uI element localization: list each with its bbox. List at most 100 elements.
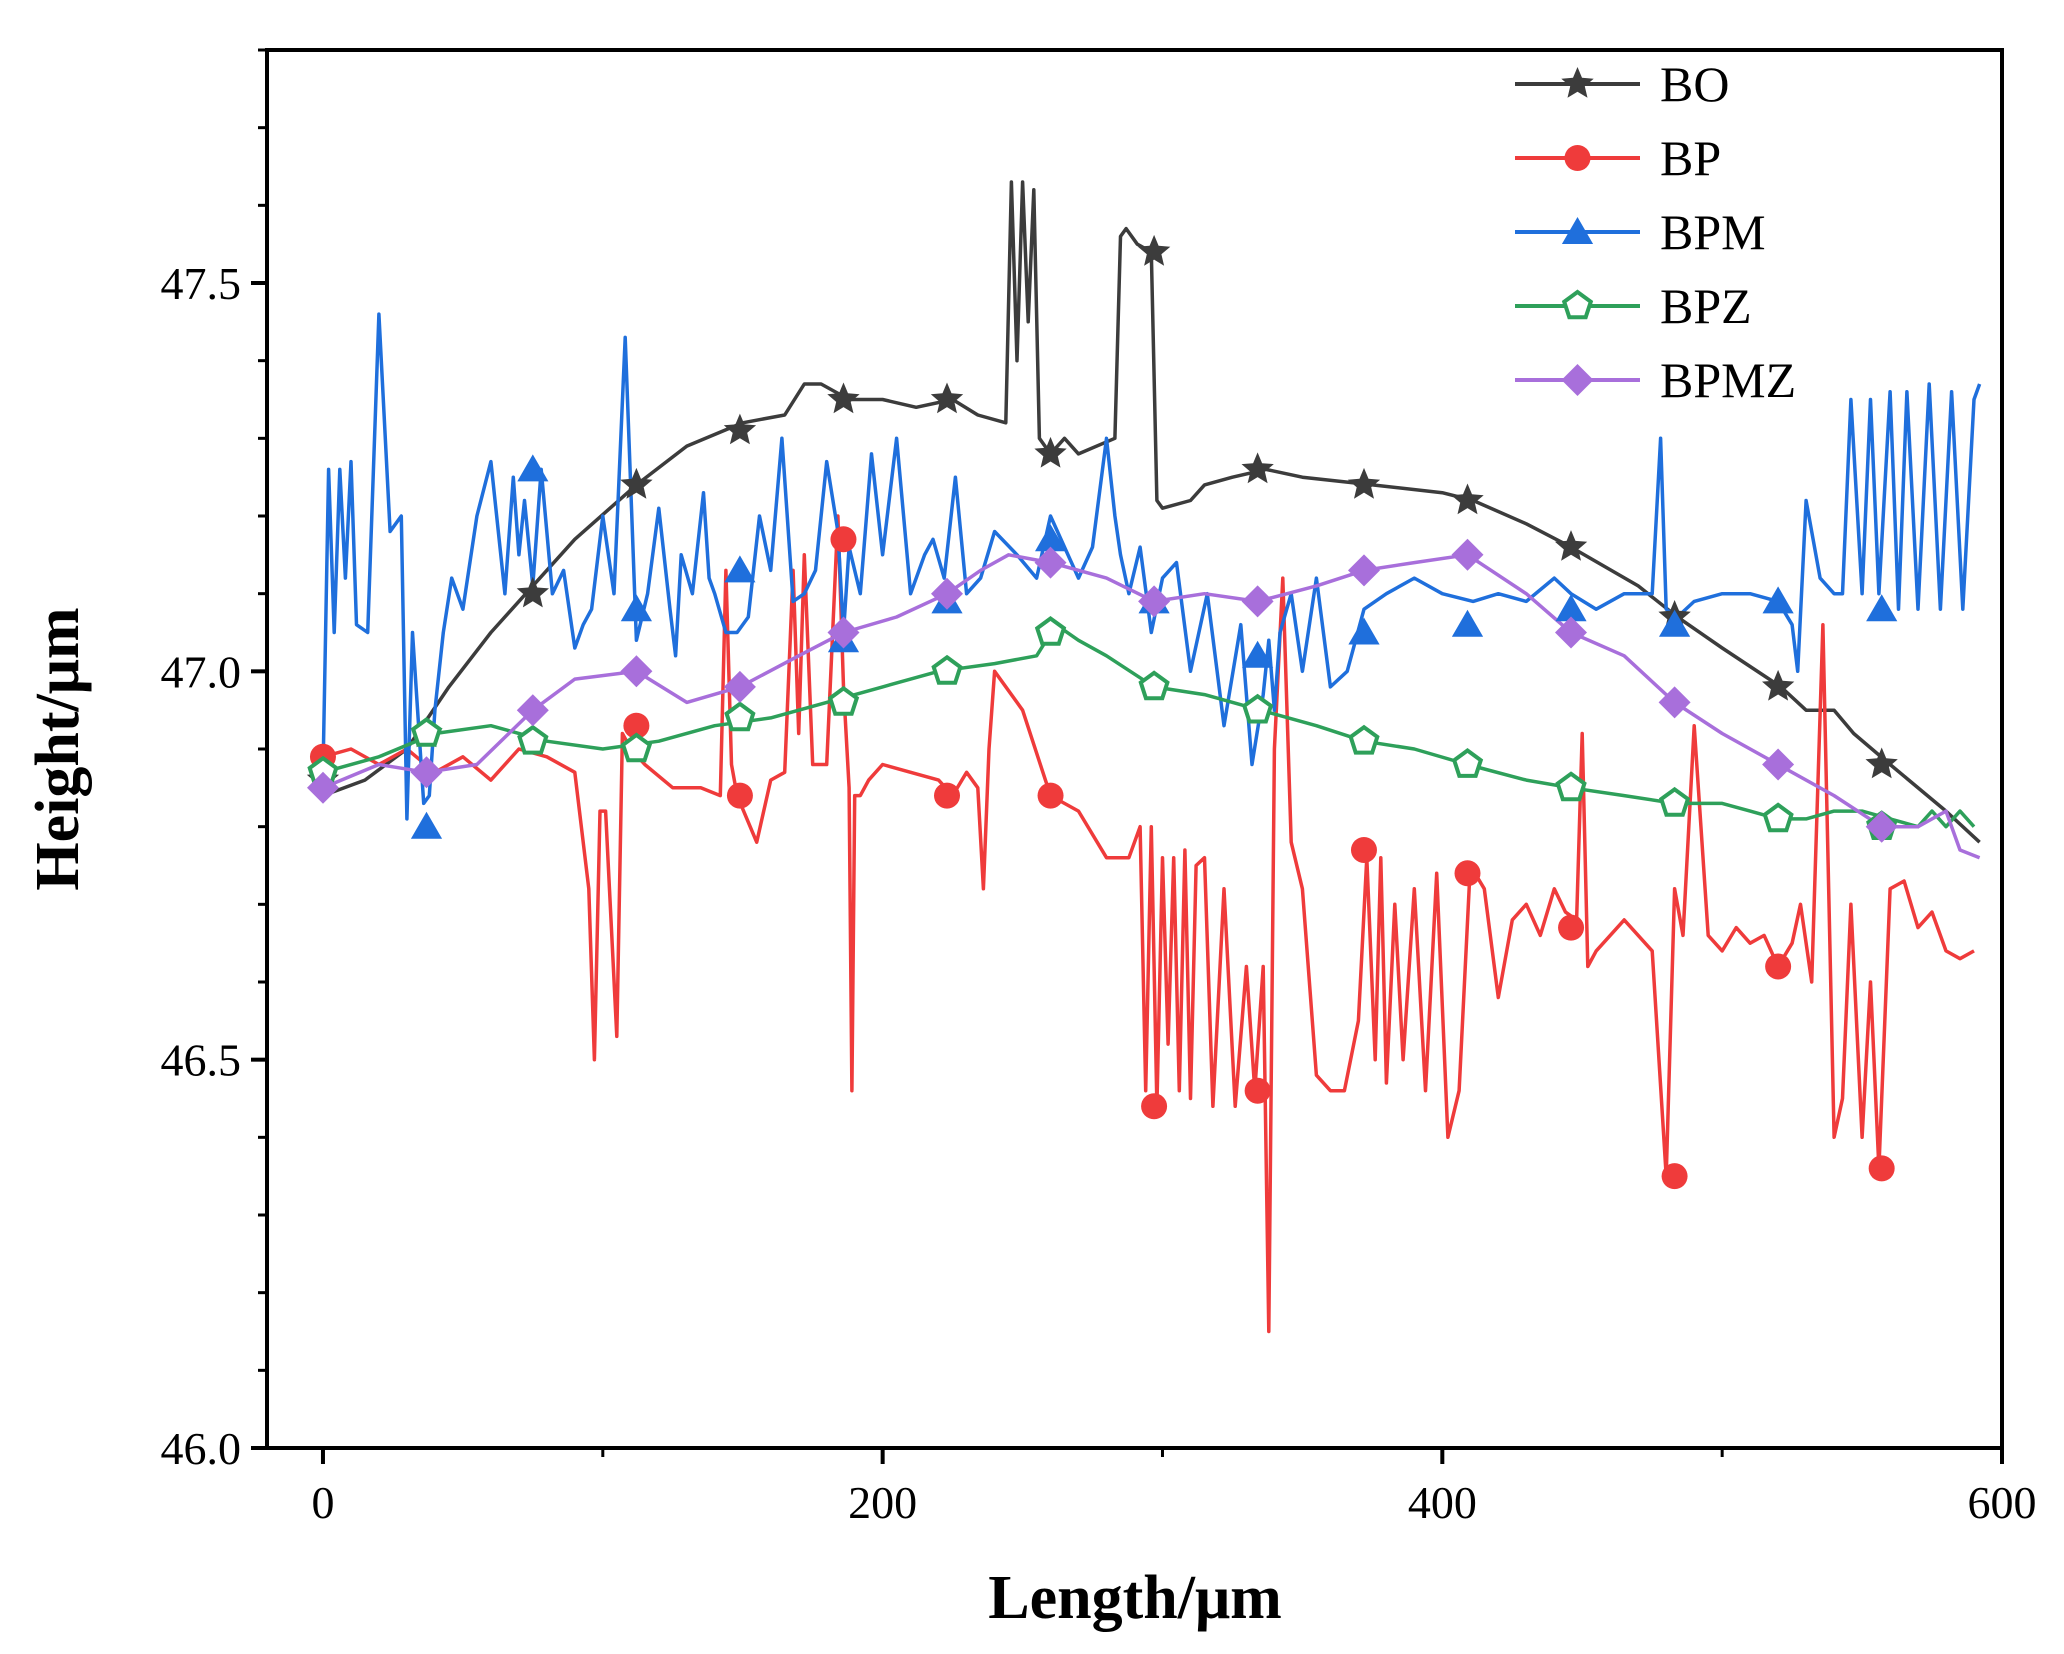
data-point-bpmz <box>723 670 756 703</box>
data-point-bpm <box>724 555 756 583</box>
data-point-bp <box>1558 914 1585 941</box>
series-line-bpm <box>321 312 1982 821</box>
data-point-bo <box>1865 747 1898 779</box>
legend-marker-bpm <box>1561 217 1594 244</box>
x-axis-title: Length/μm <box>988 1564 1282 1632</box>
data-point-bpmz <box>1348 554 1380 587</box>
data-point-bp <box>1141 1093 1168 1120</box>
legend-item-bp: BP <box>1515 130 1721 186</box>
data-point-bpm <box>620 594 652 622</box>
x-tick-label: 400 <box>1408 1477 1477 1528</box>
data-point-bo <box>516 576 549 608</box>
data-point-bo <box>1241 452 1274 484</box>
x-tick-label: 0 <box>311 1477 334 1528</box>
data-point-bpz <box>1555 771 1587 802</box>
legend-label-bpm: BPM <box>1660 204 1766 260</box>
data-point-bpmz <box>1865 810 1898 843</box>
data-point-bpz <box>724 701 756 732</box>
data-point-bpmz <box>1138 585 1171 618</box>
data-point-bpm <box>1242 640 1274 668</box>
legend-item-bpm: BPM <box>1515 204 1766 260</box>
legend-item-bpmz: BPMZ <box>1515 352 1796 408</box>
data-point-bo <box>1137 234 1171 266</box>
data-point-bpmz <box>1555 616 1587 649</box>
data-point-bpm <box>1348 617 1380 645</box>
data-point-bp <box>623 712 650 739</box>
legend-marker-bpmz <box>1561 364 1594 396</box>
data-point-bpmz <box>307 771 339 804</box>
data-point-bp <box>1350 836 1377 863</box>
y-axis-title: Height/μm <box>24 607 92 890</box>
data-point-bp <box>1661 1163 1688 1190</box>
data-point-bpm <box>1659 609 1691 637</box>
data-point-bpm <box>410 811 443 839</box>
data-point-bpmz <box>516 694 549 727</box>
data-point-bp <box>934 782 961 809</box>
data-point-bpz <box>1658 786 1691 817</box>
legend: BO BP BPM BPZ BPMZ <box>1515 56 1796 408</box>
data-point-bpmz <box>1451 538 1484 571</box>
data-point-bo <box>930 382 964 414</box>
data-point-bo <box>827 382 860 414</box>
data-point-bo <box>723 413 757 445</box>
data-point-bpz <box>410 717 443 747</box>
data-point-bpz <box>827 685 860 716</box>
data-point-bpmz <box>1762 748 1795 781</box>
data-point-bo <box>1034 436 1067 468</box>
data-point-bpm <box>1555 594 1587 622</box>
data-point-bp <box>726 782 753 809</box>
legend-label-bp: BP <box>1660 130 1721 186</box>
x-tick-label: 200 <box>848 1477 917 1528</box>
data-point-bpz <box>1034 616 1067 646</box>
legend-marker-bp <box>1564 145 1591 171</box>
series-line-bpz <box>322 622 1976 829</box>
data-point-bpz <box>620 732 653 763</box>
data-point-bp <box>1454 860 1481 887</box>
data-point-bpz <box>1348 724 1380 755</box>
legend-item-bpz: BPZ <box>1515 278 1752 334</box>
legend-marker-bo <box>1561 67 1594 98</box>
data-point-bpmz <box>1658 686 1691 719</box>
data-point-bpmz <box>931 577 963 610</box>
legend-label-bpz: BPZ <box>1660 278 1752 334</box>
data-point-bpm <box>1035 524 1067 552</box>
data-point-bpmz <box>827 616 860 649</box>
data-point-bo <box>1451 483 1484 515</box>
y-tick-label: 47.0 <box>161 646 242 697</box>
data-point-bp <box>830 526 857 553</box>
data-point-bpmz <box>1034 546 1067 579</box>
data-point-bpmz <box>1241 585 1274 618</box>
data-point-bpmz <box>620 655 653 688</box>
data-point-bpz <box>517 724 549 755</box>
data-point-bpz <box>1241 693 1274 724</box>
y-tick-label: 46.5 <box>161 1035 242 1086</box>
data-point-bp <box>1868 1155 1895 1182</box>
data-point-bpz <box>1762 802 1794 833</box>
x-tick-label: 600 <box>1968 1477 2037 1528</box>
data-point-bp <box>1244 1077 1271 1104</box>
data-point-bpz <box>931 654 963 685</box>
data-point-bo <box>1347 467 1381 499</box>
series-line-bp <box>322 514 1975 1334</box>
data-point-bo <box>1554 530 1588 561</box>
data-point-bp <box>1037 782 1064 809</box>
y-tick-label: 46.0 <box>161 1423 242 1474</box>
data-point-bpz <box>1138 670 1170 701</box>
data-point-bpmz <box>410 756 443 789</box>
data-point-bpm <box>1866 594 1898 622</box>
data-point-bpz <box>1451 748 1484 778</box>
data-point-bpm <box>517 454 549 482</box>
data-point-bo <box>620 467 653 499</box>
marker-layer <box>306 234 1898 1190</box>
data-point-bpm <box>1762 586 1794 614</box>
axes: 0 200 400 600 46.0 46.5 47.0 47.5 <box>161 48 2037 1528</box>
data-point-bo <box>1762 669 1795 701</box>
data-point-bpm <box>1451 609 1484 637</box>
data-point-bp <box>1765 953 1792 980</box>
legend-label-bpmz: BPMZ <box>1660 352 1796 408</box>
legend-label-bo: BO <box>1660 56 1729 112</box>
y-tick-label: 47.5 <box>161 258 242 309</box>
legend-marker-bpz <box>1561 289 1594 320</box>
legend-item-bo: BO <box>1515 56 1729 112</box>
